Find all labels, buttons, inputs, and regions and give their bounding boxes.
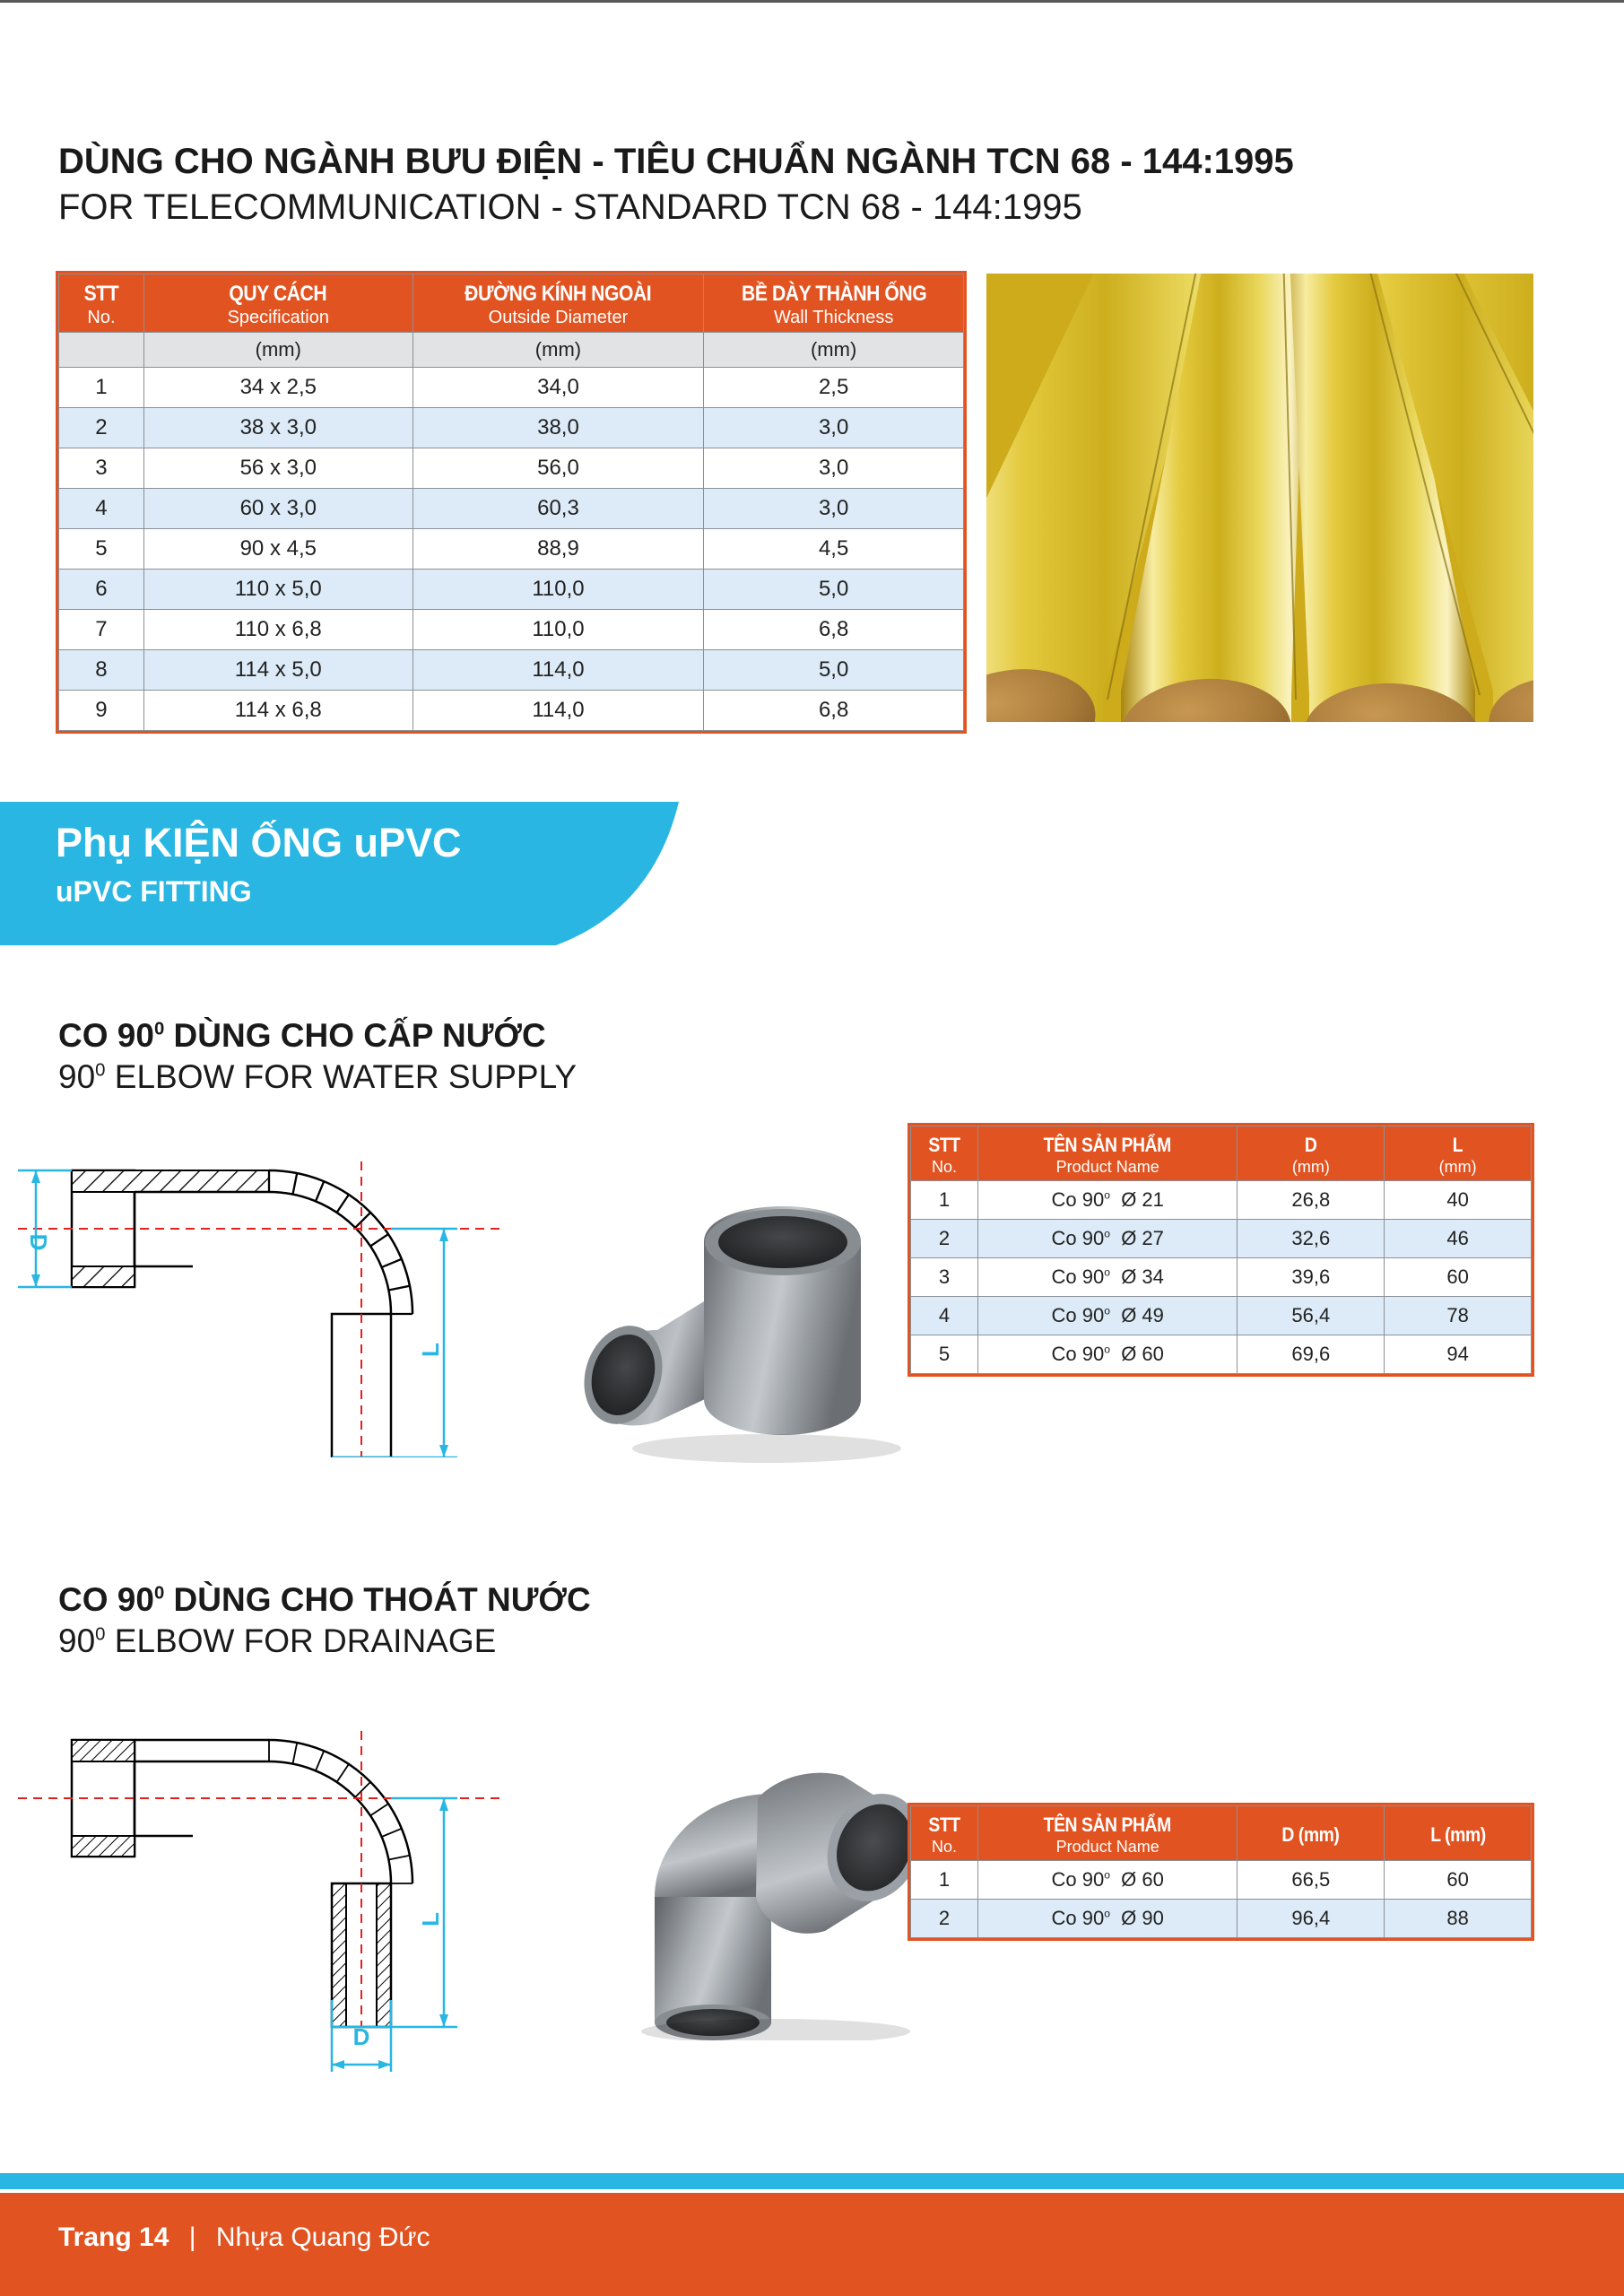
svg-text:L: L [417,1343,444,1357]
svg-text:D: D [25,1234,52,1251]
svg-text:D: D [353,2023,370,2050]
svg-text:L: L [417,1912,444,1926]
